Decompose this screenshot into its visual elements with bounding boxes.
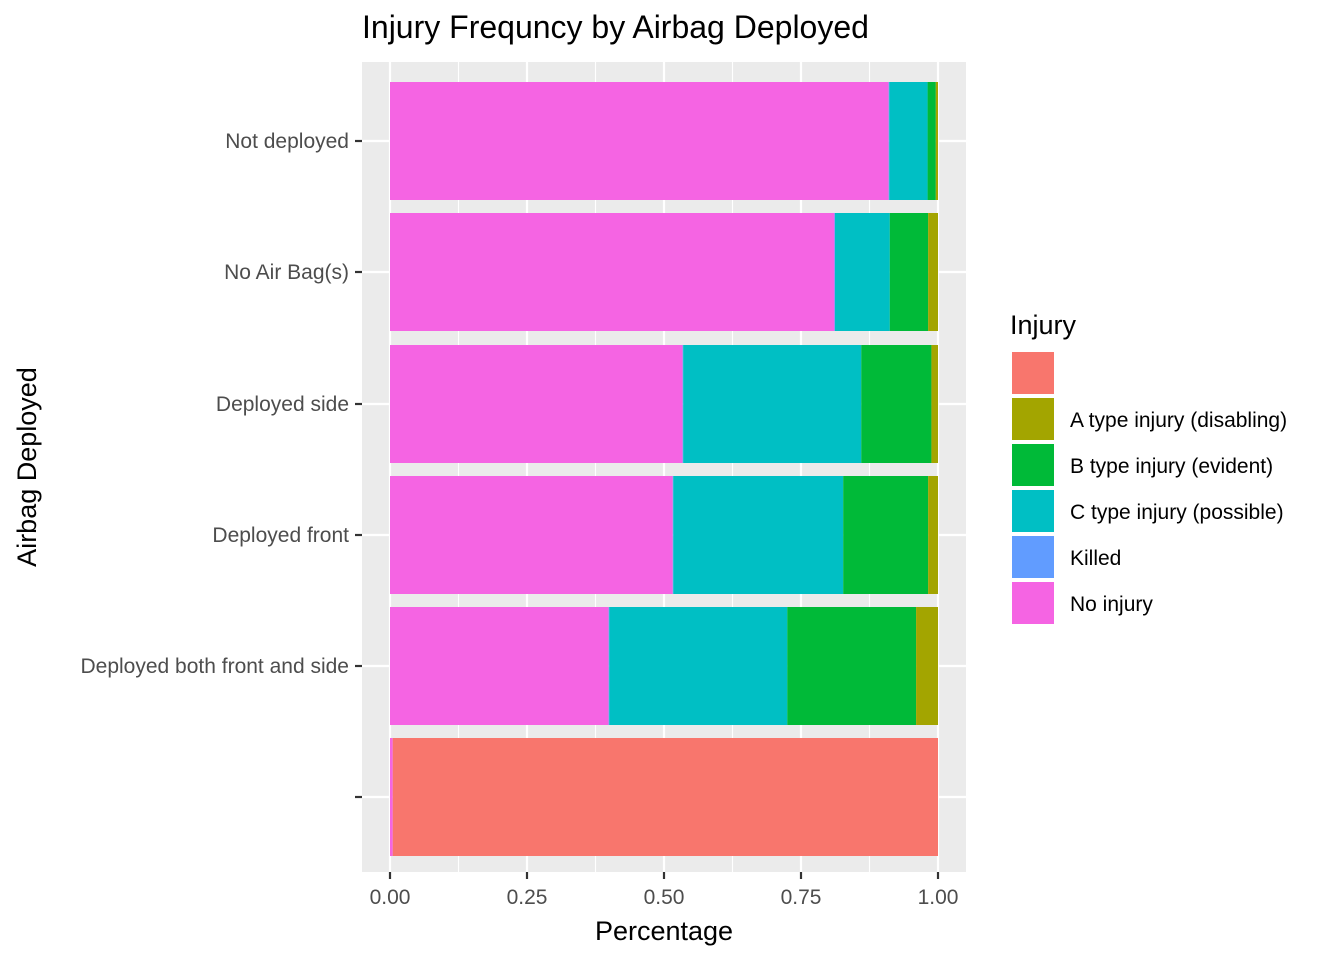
bar-segment bbox=[843, 476, 929, 594]
y-tick-label: Not deployed bbox=[225, 130, 349, 153]
bar-segment bbox=[916, 607, 938, 725]
x-axis: 0.00 0.25 0.50 0.75 1.00 bbox=[370, 872, 959, 909]
x-tick-label: 0.00 bbox=[370, 886, 411, 909]
y-tick-label: Deployed front bbox=[212, 524, 349, 547]
bar-segment bbox=[390, 345, 683, 463]
bar-segment bbox=[834, 213, 835, 331]
y-tick-label: Deployed side bbox=[216, 393, 349, 416]
bar-segment bbox=[834, 213, 890, 331]
y-tick-label: Deployed both front and side bbox=[80, 655, 349, 678]
bar-segment bbox=[390, 82, 889, 200]
bar-segment bbox=[861, 345, 932, 463]
legend-swatch bbox=[1012, 536, 1054, 578]
bar-segment bbox=[889, 213, 929, 331]
bar-segment bbox=[889, 82, 928, 200]
legend-label: A type injury (disabling) bbox=[1070, 409, 1287, 432]
bar-segment bbox=[390, 607, 609, 725]
legend-swatch bbox=[1012, 444, 1054, 486]
legend-items: A type injury (disabling) B type injury (… bbox=[1012, 352, 1287, 624]
bars bbox=[390, 82, 938, 856]
legend-swatch bbox=[1012, 398, 1054, 440]
bar-segment bbox=[927, 82, 936, 200]
bar-segment bbox=[928, 476, 938, 594]
bar-segment bbox=[390, 213, 835, 331]
bar-segment bbox=[931, 345, 938, 463]
legend: Injury A type injury (disabling) B type i… bbox=[1010, 310, 1287, 624]
legend-swatch bbox=[1012, 582, 1054, 624]
x-axis-title: Percentage bbox=[595, 916, 733, 946]
y-axis-title: Airbag Deployed bbox=[12, 367, 42, 567]
bar-segment bbox=[682, 345, 684, 463]
bar-segment bbox=[935, 82, 938, 200]
y-axis: Not deployed No Air Bag(s) Deployed side De… bbox=[80, 130, 362, 799]
legend-swatch bbox=[1012, 352, 1054, 394]
chart-title: Injury Frequncy by Airbag Deployed bbox=[362, 9, 869, 45]
bar-segment bbox=[390, 738, 393, 856]
legend-label: No injury bbox=[1070, 593, 1153, 616]
y-tick-label: No Air Bag(s) bbox=[224, 261, 349, 284]
bar-segment bbox=[888, 82, 890, 200]
bar-segment bbox=[392, 738, 938, 856]
bar-segment bbox=[390, 476, 673, 594]
bar-segment bbox=[608, 607, 610, 725]
legend-swatch bbox=[1012, 490, 1054, 532]
bar-segment bbox=[672, 476, 674, 594]
bar-segment bbox=[787, 607, 917, 725]
legend-label: Killed bbox=[1070, 547, 1121, 570]
bar-segment bbox=[609, 607, 788, 725]
x-tick-label: 0.75 bbox=[781, 886, 822, 909]
legend-title: Injury bbox=[1010, 310, 1077, 340]
bar-segment bbox=[683, 345, 862, 463]
x-tick-label: 0.25 bbox=[507, 886, 548, 909]
bar-segment bbox=[928, 213, 938, 331]
bar-segment bbox=[673, 476, 844, 594]
x-tick-label: 1.00 bbox=[918, 886, 959, 909]
x-tick-label: 0.50 bbox=[644, 886, 685, 909]
legend-label: C type injury (possible) bbox=[1070, 501, 1284, 524]
legend-label: B type injury (evident) bbox=[1070, 455, 1273, 478]
